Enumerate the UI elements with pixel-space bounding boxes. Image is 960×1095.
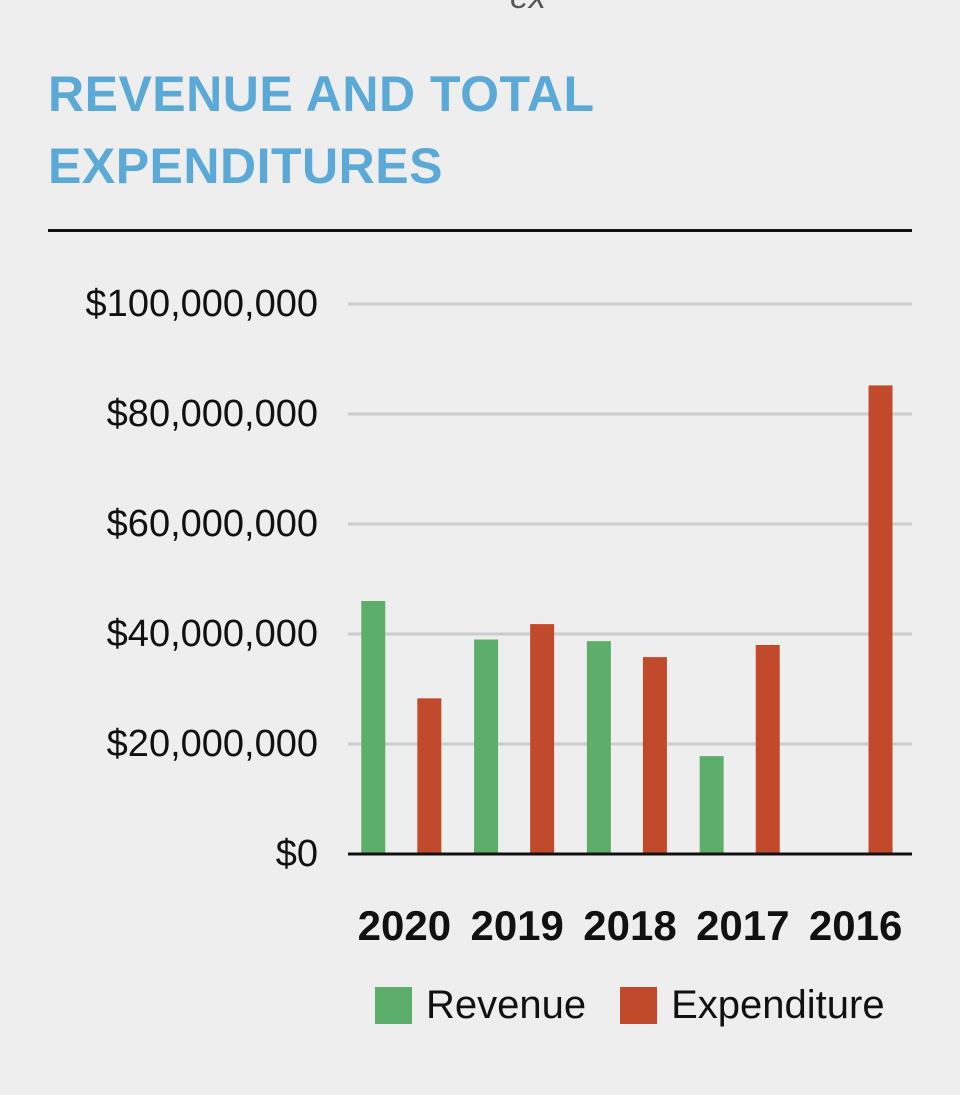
cropped-heading-fragment: ex bbox=[510, 0, 546, 17]
bar-revenue-2019 bbox=[474, 639, 499, 854]
bar-revenue-2017 bbox=[699, 756, 724, 854]
x-tick-label: 2016 bbox=[809, 902, 902, 949]
x-tick-label: 2018 bbox=[583, 902, 676, 949]
bar-revenue-2018 bbox=[586, 641, 611, 854]
y-tick-label: $100,000,000 bbox=[86, 283, 318, 325]
bar-expenditure-2016 bbox=[868, 385, 893, 854]
title-divider bbox=[48, 229, 912, 232]
bar-revenue-2020 bbox=[361, 601, 386, 854]
legend-label-revenue: Revenue bbox=[426, 983, 587, 1027]
y-tick-label: $80,000,000 bbox=[107, 393, 318, 435]
x-tick-label: 2020 bbox=[358, 902, 451, 949]
x-tick-label: 2017 bbox=[696, 902, 789, 949]
bar-expenditure-2019 bbox=[530, 624, 555, 854]
bar-expenditure-2017 bbox=[755, 645, 780, 854]
y-tick-label: $0 bbox=[276, 833, 318, 875]
bar-expenditure-2020 bbox=[417, 698, 442, 854]
y-tick-label: $60,000,000 bbox=[107, 503, 318, 545]
x-tick-label: 2019 bbox=[470, 902, 563, 949]
legend-label-expenditure: Expenditure bbox=[671, 983, 885, 1027]
legend-swatch-revenue bbox=[375, 987, 412, 1024]
legend-item-expenditure: Expenditure bbox=[620, 983, 885, 1028]
chart-title: REVENUE AND TOTAL EXPENDITURES bbox=[48, 66, 594, 194]
legend-swatch-expenditure bbox=[620, 987, 658, 1024]
y-tick-label: $40,000,000 bbox=[107, 613, 318, 655]
bar-expenditure-2018 bbox=[642, 657, 667, 854]
chart-legend: Revenue Expenditure bbox=[375, 983, 885, 1028]
y-tick-label: $20,000,000 bbox=[107, 723, 318, 765]
legend-item-revenue: Revenue bbox=[375, 983, 586, 1028]
